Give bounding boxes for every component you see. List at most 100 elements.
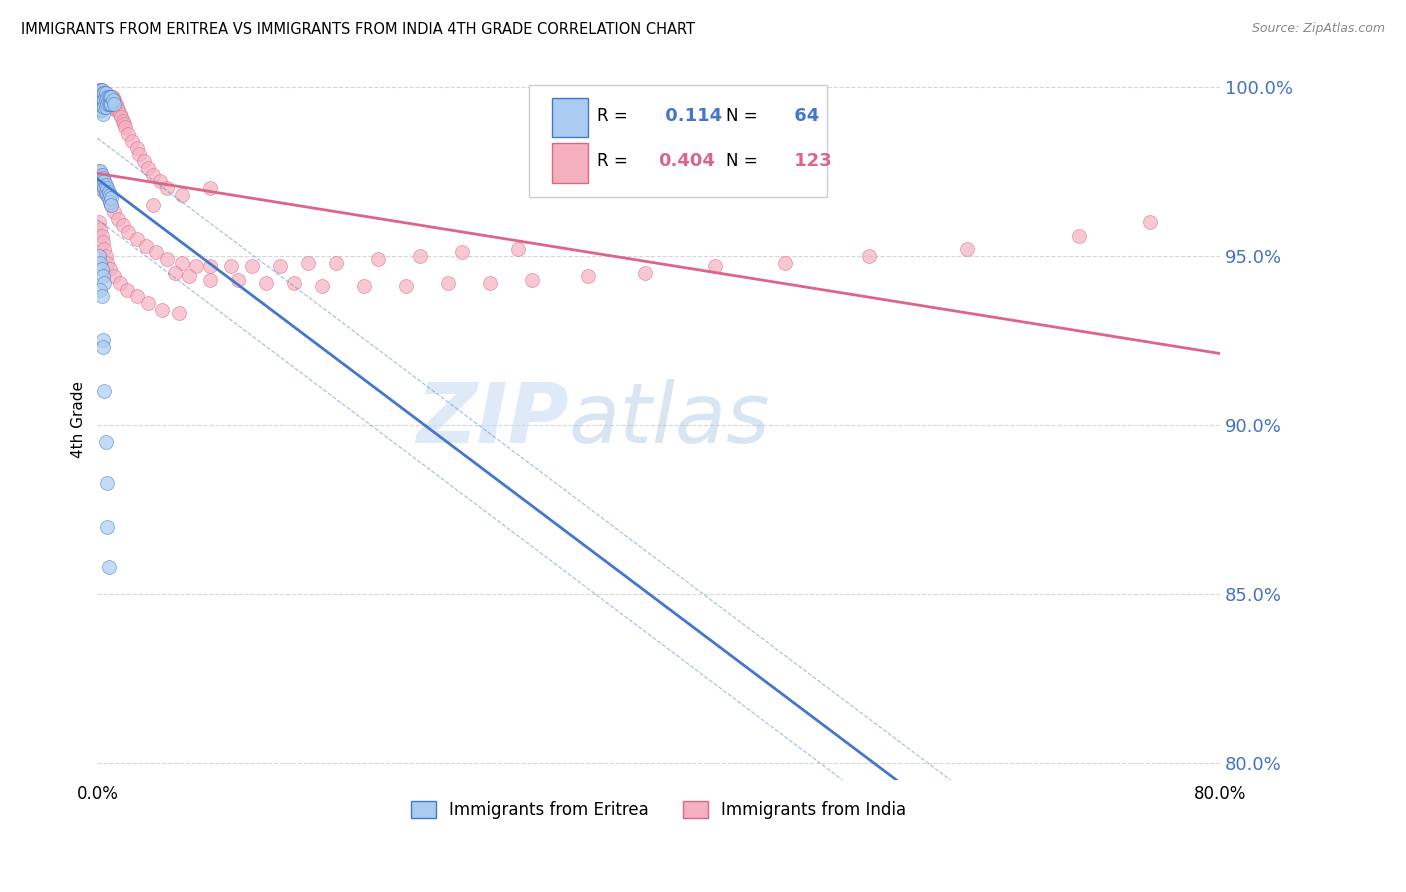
Point <box>97 185 120 199</box>
Point <box>97 191 120 205</box>
FancyBboxPatch shape <box>553 144 588 183</box>
Point <box>91 87 114 101</box>
Point <box>115 283 138 297</box>
Point <box>91 340 114 354</box>
Point <box>90 83 112 97</box>
Point <box>89 103 111 118</box>
Point <box>117 225 139 239</box>
Text: 0.404: 0.404 <box>658 153 716 170</box>
Text: ZIP: ZIP <box>416 379 569 460</box>
Point <box>89 171 111 186</box>
Point <box>93 93 115 107</box>
Point <box>90 228 112 243</box>
Point <box>98 194 121 209</box>
Point <box>576 269 599 284</box>
Point <box>93 181 115 195</box>
Point <box>104 103 127 118</box>
Point <box>91 100 114 114</box>
Point <box>87 164 110 178</box>
Text: 0.114: 0.114 <box>658 107 721 125</box>
Point <box>94 87 117 101</box>
Point <box>142 168 165 182</box>
Point <box>97 90 120 104</box>
Point <box>93 100 115 114</box>
Point <box>108 276 131 290</box>
Point <box>89 174 111 188</box>
Point <box>89 221 111 235</box>
Text: R =: R = <box>596 107 633 125</box>
Point <box>198 259 221 273</box>
Point <box>91 269 114 284</box>
Point <box>93 242 115 256</box>
Point <box>94 100 117 114</box>
Point <box>101 93 124 107</box>
Text: 64: 64 <box>787 107 818 125</box>
Point <box>858 249 880 263</box>
Point <box>96 90 118 104</box>
Point <box>91 334 114 348</box>
Text: Source: ZipAtlas.com: Source: ZipAtlas.com <box>1251 22 1385 36</box>
Point <box>96 255 118 269</box>
Point <box>96 475 118 490</box>
Point <box>93 93 115 107</box>
Point <box>98 90 121 104</box>
Point <box>90 262 112 277</box>
Point <box>132 154 155 169</box>
Point <box>103 269 125 284</box>
Point <box>107 103 129 118</box>
Point <box>114 120 136 135</box>
Point <box>90 96 112 111</box>
Point <box>89 255 111 269</box>
Y-axis label: 4th Grade: 4th Grade <box>72 382 86 458</box>
Point <box>90 90 112 104</box>
Point <box>107 211 129 226</box>
Point <box>269 259 291 273</box>
Point <box>98 194 121 209</box>
Point <box>93 87 115 101</box>
Point <box>240 259 263 273</box>
Point <box>100 96 122 111</box>
Point <box>87 181 110 195</box>
Point <box>89 83 111 97</box>
Point <box>103 96 125 111</box>
Point <box>136 161 159 175</box>
Point <box>101 96 124 111</box>
Point <box>254 276 277 290</box>
Point <box>100 90 122 104</box>
Point <box>96 188 118 202</box>
Point <box>103 205 125 219</box>
Point <box>367 252 389 267</box>
Point <box>90 93 112 107</box>
Point <box>96 181 118 195</box>
Point <box>91 178 114 192</box>
Point <box>87 87 110 101</box>
Point <box>93 384 115 399</box>
Point <box>90 174 112 188</box>
Point <box>91 171 114 186</box>
Point <box>98 90 121 104</box>
Point <box>325 255 347 269</box>
Point <box>93 178 115 192</box>
Point <box>522 272 544 286</box>
Point <box>177 269 200 284</box>
Point <box>121 134 143 148</box>
Point <box>89 93 111 107</box>
Point <box>98 96 121 111</box>
Point <box>170 255 193 269</box>
Point <box>128 147 150 161</box>
Point <box>100 90 122 104</box>
Point <box>226 272 249 286</box>
Point <box>98 188 121 202</box>
Point <box>100 191 122 205</box>
Point <box>297 255 319 269</box>
Point <box>87 249 110 263</box>
Text: IMMIGRANTS FROM ERITREA VS IMMIGRANTS FROM INDIA 4TH GRADE CORRELATION CHART: IMMIGRANTS FROM ERITREA VS IMMIGRANTS FR… <box>21 22 695 37</box>
Point <box>93 90 115 104</box>
Point <box>87 87 110 101</box>
Point <box>91 181 114 195</box>
Legend: Immigrants from Eritrea, Immigrants from India: Immigrants from Eritrea, Immigrants from… <box>405 795 912 826</box>
Point <box>219 259 242 273</box>
Point <box>101 90 124 104</box>
Point <box>89 96 111 111</box>
Point <box>90 171 112 186</box>
